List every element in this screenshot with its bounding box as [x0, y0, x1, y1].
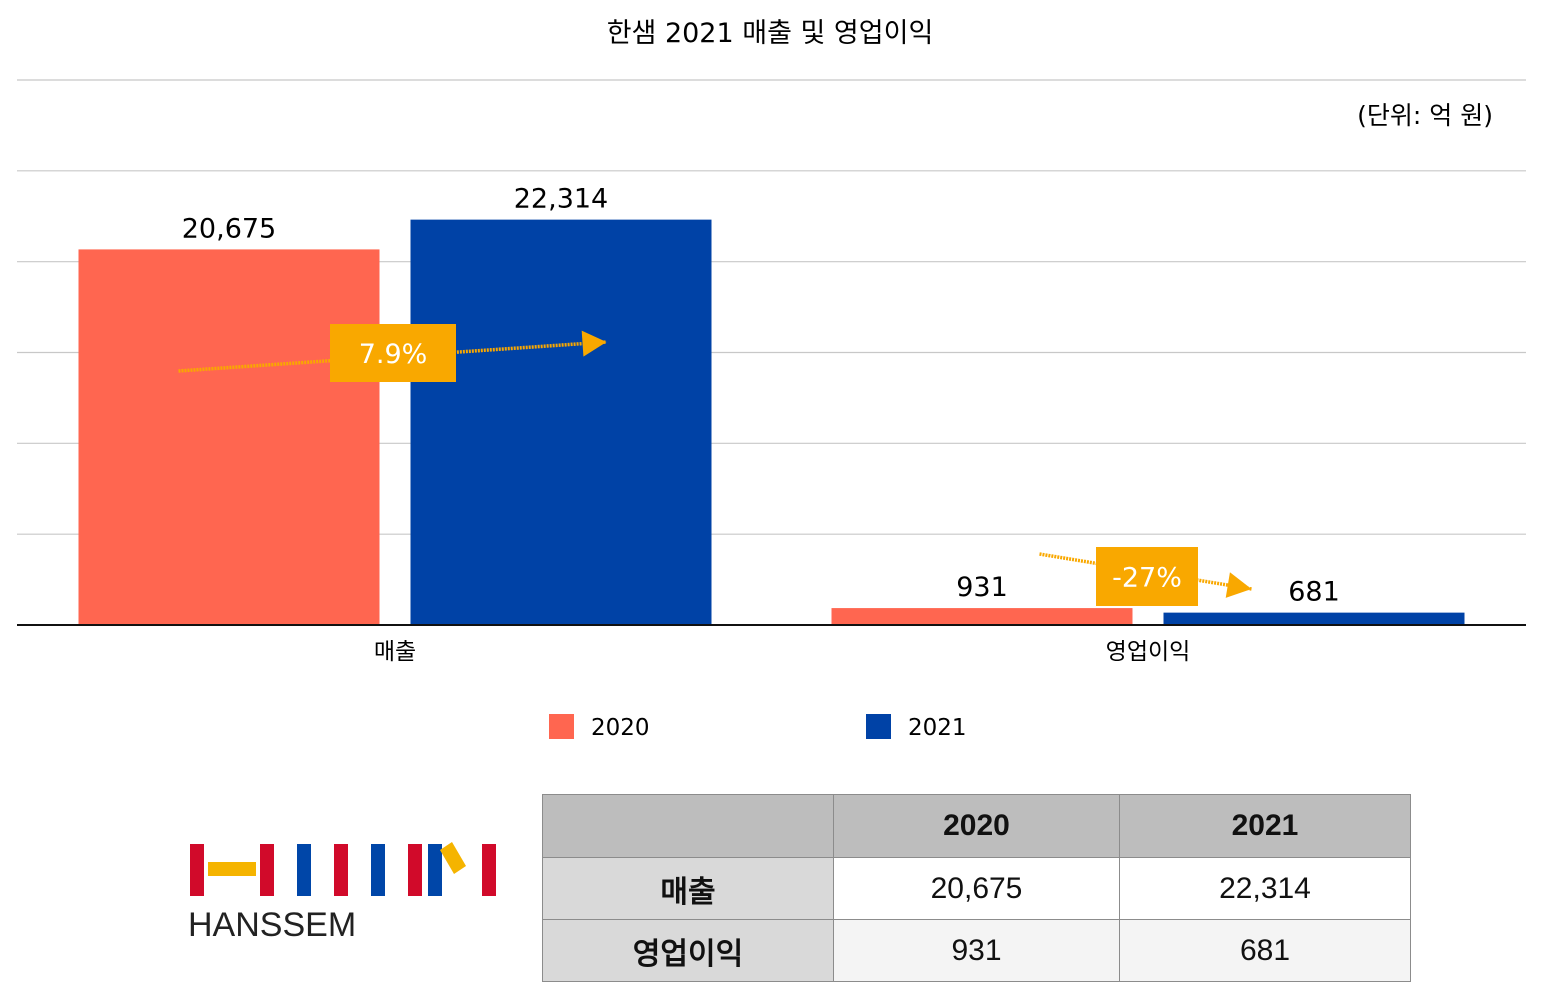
table-header-cell — [542, 794, 834, 858]
data-label: 20,675 — [182, 213, 276, 244]
logo-diamond — [440, 842, 466, 874]
logo-bar — [371, 844, 385, 896]
table-row: 매출 20,675 22,314 — [542, 857, 1411, 920]
bar-2020 — [78, 249, 380, 625]
change-badge — [1096, 547, 1198, 606]
change-badge-text: -27% — [1112, 563, 1182, 594]
logo-bar — [408, 844, 422, 896]
logo-bar — [297, 844, 311, 896]
logo-bar — [482, 844, 496, 896]
category-label: 영업이익 — [1106, 639, 1191, 665]
logo-wordmark: HANSSEM — [188, 906, 357, 944]
table-cell: 931 — [833, 919, 1120, 982]
arrowhead-icon — [1225, 572, 1252, 598]
logo-dash — [208, 862, 256, 876]
table-cell: 22,314 — [1119, 857, 1411, 920]
bar-2021 — [1163, 612, 1465, 625]
legend-swatch — [866, 714, 891, 739]
bar-2021 — [410, 219, 712, 625]
legend-swatch — [549, 714, 574, 739]
table-cell: 20,675 — [833, 857, 1120, 920]
bar-chart: 한샘 2021 매출 및 영업이익 (단위: 억 원) 20,675 22,314… — [17, 18, 1526, 741]
logo-bar — [428, 844, 442, 896]
data-table: 2020 2021 매출 20,675 22,314 영업이익 931 681 — [542, 794, 1411, 982]
unit-note: (단위: 억 원) — [1357, 101, 1493, 130]
hanssem-logo-mark — [190, 842, 496, 896]
table-cell: 681 — [1119, 919, 1411, 982]
change-badge-text: 7.9% — [359, 339, 428, 370]
chart-title: 한샘 2021 매출 및 영업이익 — [607, 18, 934, 49]
change-badge — [330, 324, 456, 382]
arrowhead-icon — [581, 330, 607, 357]
table-row-header: 영업이익 — [542, 919, 834, 982]
bar-2020 — [831, 608, 1133, 625]
table-header-cell: 2021 — [1119, 794, 1411, 858]
table-header-row: 2020 2021 — [542, 794, 1411, 858]
hanssem-logo: HANSSEM — [188, 838, 508, 950]
table-row: 영업이익 931 681 — [542, 919, 1411, 982]
logo-bar — [190, 844, 204, 896]
legend-label: 2020 — [591, 715, 650, 741]
data-label: 931 — [956, 572, 1008, 603]
table-header-cell: 2020 — [833, 794, 1120, 858]
data-label: 22,314 — [514, 184, 608, 215]
logo-bar — [334, 844, 348, 896]
data-label: 681 — [1288, 577, 1340, 608]
logo-bar — [260, 844, 274, 896]
category-label: 매출 — [374, 639, 416, 665]
table-row-header: 매출 — [542, 857, 834, 920]
legend-label: 2021 — [908, 715, 967, 741]
